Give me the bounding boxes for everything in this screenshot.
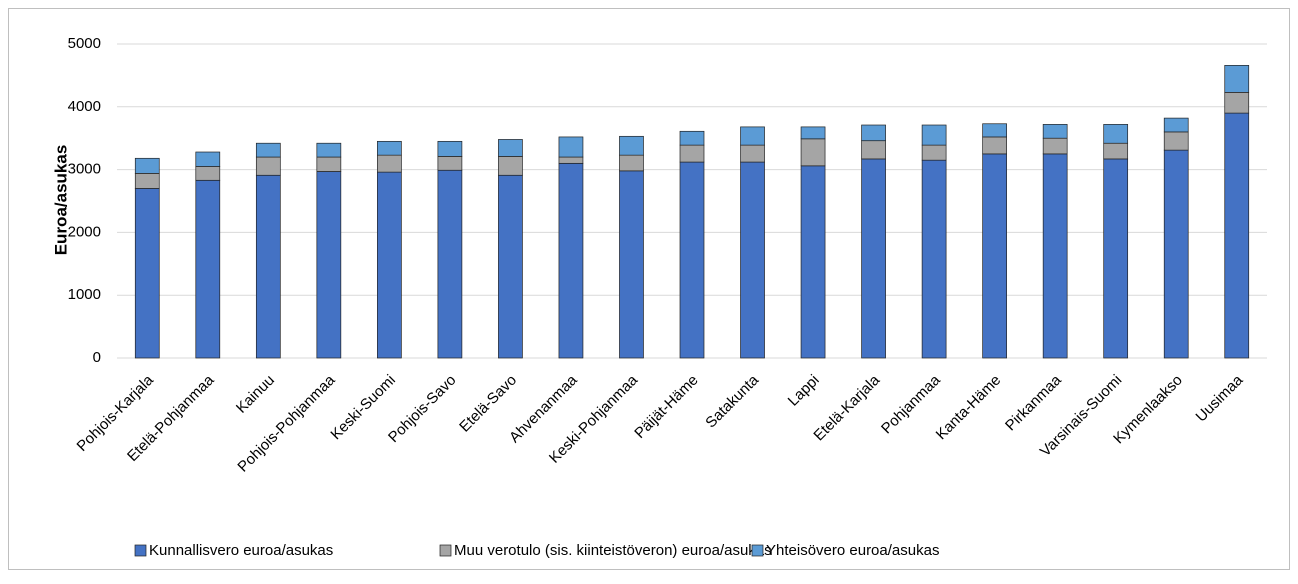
- bar-segment: [619, 170, 644, 359]
- bar-segment: [740, 144, 765, 163]
- bar-segment: [437, 156, 463, 171]
- bar-segment: [740, 161, 765, 359]
- y-tick-label: 0: [93, 349, 101, 366]
- y-tick-label: 3000: [68, 161, 101, 178]
- bar-segment: [1103, 124, 1129, 144]
- bar-segment: [195, 179, 221, 359]
- bar-segment: [1042, 137, 1068, 155]
- bar-segment: [195, 166, 221, 181]
- bar-segment: [437, 140, 463, 157]
- legend-label: Yhteisövero euroa/asukas: [766, 542, 939, 559]
- bar-segment: [498, 156, 523, 176]
- bar-segment: [619, 135, 644, 156]
- bar-segment: [316, 171, 342, 359]
- y-tick-label: 2000: [68, 223, 101, 240]
- bar-segment: [921, 159, 947, 359]
- bar-segment: [982, 136, 1007, 155]
- bar-segment: [861, 158, 886, 359]
- bar-segment: [861, 140, 886, 160]
- bar-segment: [679, 161, 705, 359]
- bar-segment: [921, 124, 947, 146]
- bar-segment: [377, 140, 402, 156]
- bar-segment: [255, 174, 281, 359]
- bar-segment: [1163, 117, 1189, 133]
- bar-segment: [377, 154, 402, 173]
- bar-segment: [134, 188, 160, 359]
- bar-segment: [800, 138, 826, 167]
- bar-segment: [1042, 153, 1068, 359]
- bar-segment: [1103, 158, 1129, 359]
- bar-segment: [255, 142, 281, 158]
- bar-segment: [558, 156, 584, 164]
- y-axis-title: Euroa/asukas: [51, 145, 70, 256]
- legend-swatch: [439, 544, 452, 557]
- bar-segment: [498, 139, 523, 157]
- bar-segment: [558, 136, 584, 158]
- y-tick-label: 4000: [68, 98, 101, 115]
- bar-segment: [316, 156, 342, 172]
- bar-segment: [1042, 124, 1068, 139]
- bar-segment: [1163, 149, 1189, 359]
- bar-segment: [921, 144, 947, 161]
- bar-segment: [498, 174, 523, 359]
- bar-segment: [377, 171, 402, 359]
- bar-segment: [1163, 131, 1189, 151]
- bar-segment: [1224, 65, 1250, 93]
- bar-segment: [861, 124, 886, 142]
- bar-segment: [1224, 112, 1250, 359]
- bar-segment: [316, 142, 342, 158]
- bar-segment: [619, 154, 644, 172]
- y-tick-label: 5000: [68, 35, 101, 52]
- bar-segment: [740, 126, 765, 146]
- bar-segment: [195, 151, 221, 167]
- bar-segment: [982, 153, 1007, 359]
- bar-segment: [558, 162, 584, 359]
- bar-segment: [800, 165, 826, 359]
- bar-segment: [982, 123, 1007, 138]
- bar-segment: [679, 130, 705, 146]
- legend-label: Muu verotulo (sis. kiinteistöveron) euro…: [454, 542, 772, 559]
- legend-swatch: [751, 544, 764, 557]
- bar-segment: [1224, 92, 1250, 114]
- y-tick-label: 1000: [68, 286, 101, 303]
- chart-border: [8, 8, 1290, 570]
- bar-segment: [800, 126, 826, 140]
- bar-segment: [679, 144, 705, 163]
- legend-label: Kunnallisvero euroa/asukas: [149, 542, 333, 559]
- bar-segment: [255, 156, 281, 176]
- bar-segment: [134, 173, 160, 189]
- bar-segment: [134, 157, 160, 174]
- bar-segment: [1103, 142, 1129, 160]
- bar-segment: [437, 169, 463, 359]
- legend-swatch: [134, 544, 147, 557]
